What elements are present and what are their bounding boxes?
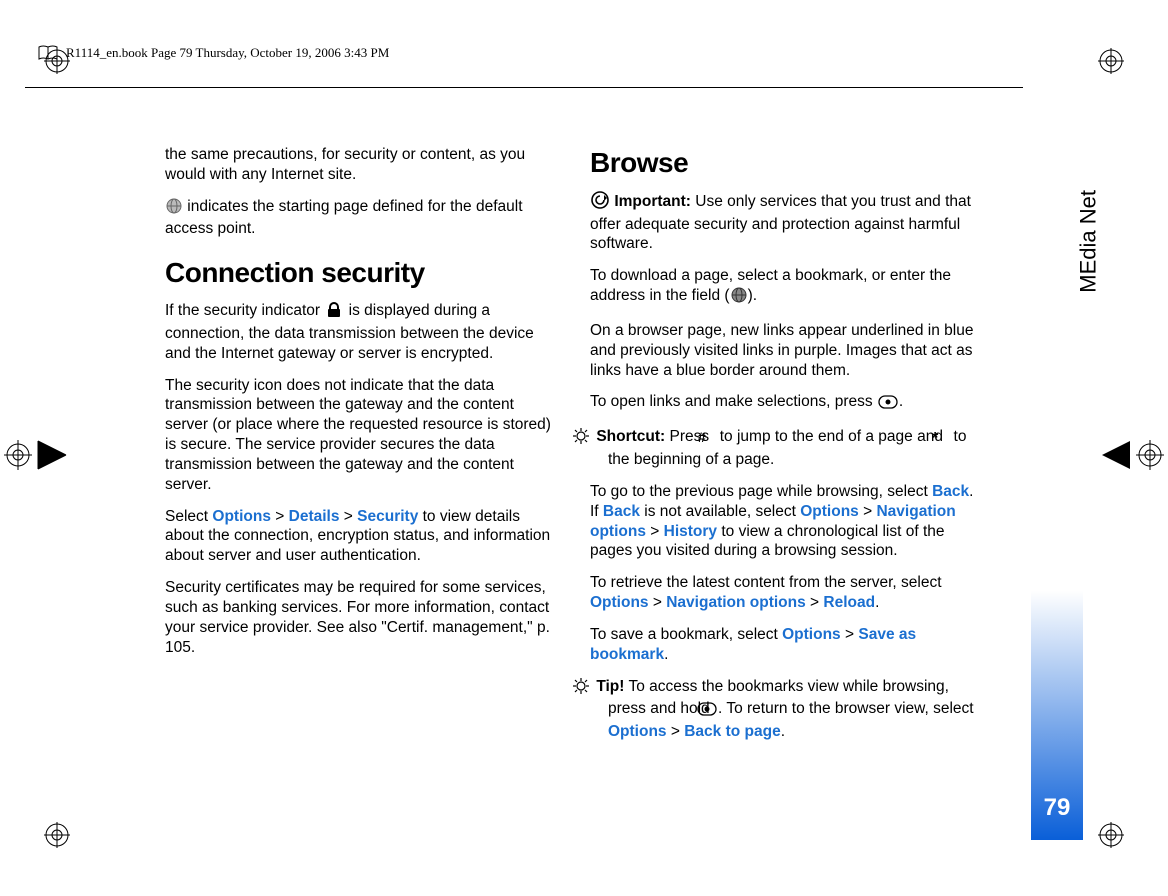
svg-text:#: #: [698, 430, 706, 444]
text: Select: [165, 508, 212, 525]
para-tip: Tip! To access the bookmarks view while …: [590, 677, 985, 742]
crop-mark-right: [1098, 430, 1168, 480]
para: To open links and make selections, press…: [590, 392, 985, 415]
para: To retrieve the latest content from the …: [590, 573, 985, 613]
kw-security: Security: [357, 508, 418, 525]
text: .: [664, 646, 668, 663]
registration-mark-br: [1098, 822, 1124, 848]
heading-connection-security: Connection security: [165, 255, 560, 291]
registration-mark-tr: [1098, 48, 1124, 74]
crop-mark-left: [0, 430, 70, 480]
page-number: 79: [1031, 794, 1083, 822]
kw-history: History: [664, 523, 717, 540]
text: .: [781, 723, 785, 740]
text: .: [899, 393, 903, 410]
para: On a browser page, new links appear unde…: [590, 321, 985, 380]
para: Security certificates may be required fo…: [165, 578, 560, 657]
para-important: Important: Use only services that you tr…: [590, 191, 985, 254]
text: To retrieve the latest content from the …: [590, 574, 942, 591]
para-shortcut: Shortcut: Press # to jump to the end of …: [590, 427, 985, 470]
para: If the security indicator is displayed d…: [165, 301, 560, 363]
select-key-icon: [878, 395, 898, 415]
text: .: [875, 594, 879, 611]
text: To go to the previous page while browsin…: [590, 483, 932, 500]
kw-back-to-page: Back to page: [684, 723, 780, 740]
select-key-icon: [715, 702, 717, 722]
kw-reload: Reload: [823, 594, 875, 611]
header-rule: [25, 87, 1023, 88]
kw-options: Options: [800, 503, 859, 520]
tip-label: Tip!: [596, 678, 624, 695]
kw-back: Back: [932, 483, 969, 500]
book-icon: [38, 43, 58, 63]
para: The security icon does not indicate that…: [165, 376, 560, 495]
kw-details: Details: [289, 508, 340, 525]
lock-icon: [325, 302, 343, 324]
text: ).: [748, 287, 757, 304]
shortcut-label: Shortcut:: [596, 428, 665, 445]
important-label: Important:: [614, 193, 691, 210]
thumb-tab-label: MEdia Net: [1076, 190, 1102, 293]
para: To download a page, select a bookmark, o…: [590, 266, 985, 309]
para: Select Options > Details > Security to v…: [165, 507, 560, 566]
registration-mark-bl: [44, 822, 70, 848]
text: To open links and make selections, press: [590, 393, 877, 410]
kw-options: Options: [590, 594, 649, 611]
kw-options: Options: [212, 508, 271, 525]
framemaker-header: R1114_en.book Page 79 Thursday, October …: [38, 43, 389, 63]
text: . To return to the browser view, select: [718, 700, 974, 717]
text: indicates the starting page defined for …: [165, 198, 523, 238]
page-body: the same precautions, for security or co…: [165, 145, 985, 754]
kw-options: Options: [608, 723, 667, 740]
para: To save a bookmark, select Options > Sav…: [590, 625, 985, 665]
text: to jump to the end of a page and: [715, 428, 947, 445]
kw-options: Options: [782, 626, 841, 643]
para: To go to the previous page while browsin…: [590, 482, 985, 561]
kw-back: Back: [603, 503, 640, 520]
para: indicates the starting page defined for …: [165, 197, 560, 240]
text: To save a bookmark, select: [590, 626, 782, 643]
header-text: R1114_en.book Page 79 Thursday, October …: [66, 45, 389, 61]
text: If the security indicator: [165, 302, 324, 319]
globe-icon: [731, 287, 747, 309]
text: is not available, select: [640, 503, 800, 520]
thumb-tab: MEdia Net 79: [1031, 60, 1083, 840]
important-icon: [591, 191, 609, 215]
text: To download a page, select a bookmark, o…: [590, 267, 951, 304]
right-column: Browse Important: Use only services that…: [590, 145, 985, 754]
globe-dim-icon: [166, 198, 182, 220]
kw-nav-options: Navigation options: [666, 594, 806, 611]
svg-text:*: *: [932, 430, 939, 444]
para: the same precautions, for security or co…: [165, 145, 560, 185]
left-column: the same precautions, for security or co…: [165, 145, 560, 754]
heading-browse: Browse: [590, 145, 985, 181]
